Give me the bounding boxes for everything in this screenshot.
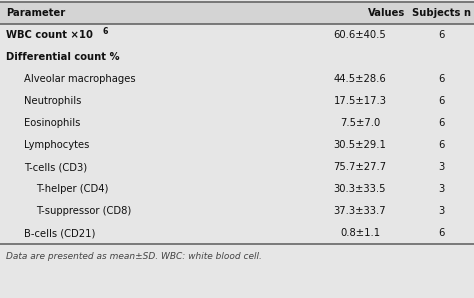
- Text: Data are presented as mean±SD. WBC: white blood cell.: Data are presented as mean±SD. WBC: whit…: [6, 252, 262, 261]
- Bar: [0, 2, 474, 24]
- Text: 3: 3: [438, 206, 445, 216]
- Text: 6: 6: [438, 228, 445, 238]
- Text: Eosinophils: Eosinophils: [24, 118, 81, 128]
- Text: Neutrophils: Neutrophils: [24, 96, 82, 106]
- Text: 6: 6: [103, 27, 109, 35]
- Text: 6: 6: [438, 74, 445, 84]
- Text: 6: 6: [438, 30, 445, 40]
- Bar: [0, 222, 474, 244]
- Text: Values: Values: [368, 8, 405, 18]
- Text: Alveolar macrophages: Alveolar macrophages: [24, 74, 136, 84]
- Text: 6: 6: [438, 96, 445, 106]
- Text: 6: 6: [438, 140, 445, 150]
- Text: 75.7±27.7: 75.7±27.7: [333, 162, 387, 172]
- Bar: [0, 46, 474, 68]
- Text: T-cells (CD3): T-cells (CD3): [24, 162, 87, 172]
- Text: 60.6±40.5: 60.6±40.5: [334, 30, 386, 40]
- Bar: [0, 24, 474, 46]
- Text: 17.5±17.3: 17.5±17.3: [334, 96, 386, 106]
- Text: 30.3±33.5: 30.3±33.5: [334, 184, 386, 194]
- Text: WBC count ×10: WBC count ×10: [6, 30, 93, 40]
- Text: 44.5±28.6: 44.5±28.6: [334, 74, 386, 84]
- Text: B-cells (CD21): B-cells (CD21): [24, 228, 95, 238]
- Text: 3: 3: [438, 184, 445, 194]
- Text: 7.5±7.0: 7.5±7.0: [340, 118, 380, 128]
- Text: Lymphocytes: Lymphocytes: [24, 140, 90, 150]
- Text: 37.3±33.7: 37.3±33.7: [334, 206, 386, 216]
- Bar: [0, 134, 474, 156]
- Text: Differential count %: Differential count %: [6, 52, 119, 62]
- Bar: [0, 178, 474, 200]
- Bar: [0, 200, 474, 222]
- Text: 0.8±1.1: 0.8±1.1: [340, 228, 380, 238]
- Text: Parameter: Parameter: [6, 8, 65, 18]
- Bar: [0, 68, 474, 90]
- Text: 30.5±29.1: 30.5±29.1: [334, 140, 386, 150]
- Bar: [0, 156, 474, 178]
- Text: Subjects n: Subjects n: [412, 8, 471, 18]
- Text: 3: 3: [438, 162, 445, 172]
- Bar: [0, 90, 474, 112]
- Bar: [0, 112, 474, 134]
- Text: T-helper (CD4): T-helper (CD4): [36, 184, 109, 194]
- Text: 6: 6: [438, 118, 445, 128]
- Text: T-suppressor (CD8): T-suppressor (CD8): [36, 206, 131, 216]
